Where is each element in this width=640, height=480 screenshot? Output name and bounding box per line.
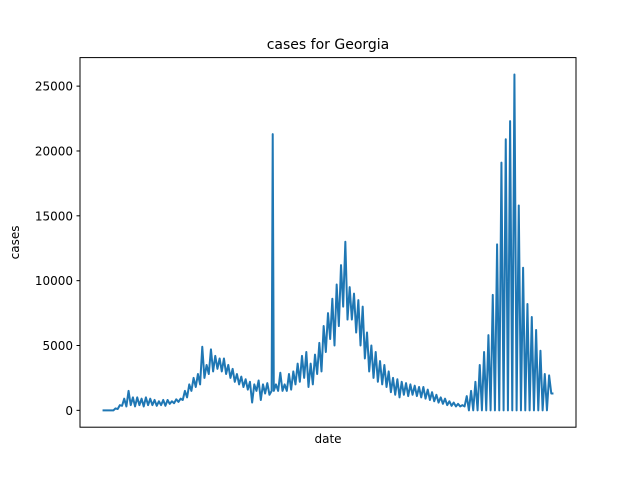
y-ticks: 0 5000 10000 15000 20000 25000 — [35, 80, 80, 418]
chart-title: cases for Georgia — [267, 37, 390, 53]
series-line — [102, 73, 554, 412]
y-tick-label: 15000 — [35, 209, 73, 223]
y-axis-label: cases — [8, 225, 22, 259]
axes-frame — [79, 57, 577, 428]
y-tick-label: 0 — [65, 404, 73, 418]
y-tick-label: 20000 — [35, 144, 73, 158]
y-tick-label: 25000 — [35, 80, 73, 94]
plot-area — [102, 73, 554, 412]
x-axis-label: date — [314, 432, 341, 446]
y-tick-label: 5000 — [42, 339, 73, 353]
y-tick-label: 10000 — [35, 274, 73, 288]
